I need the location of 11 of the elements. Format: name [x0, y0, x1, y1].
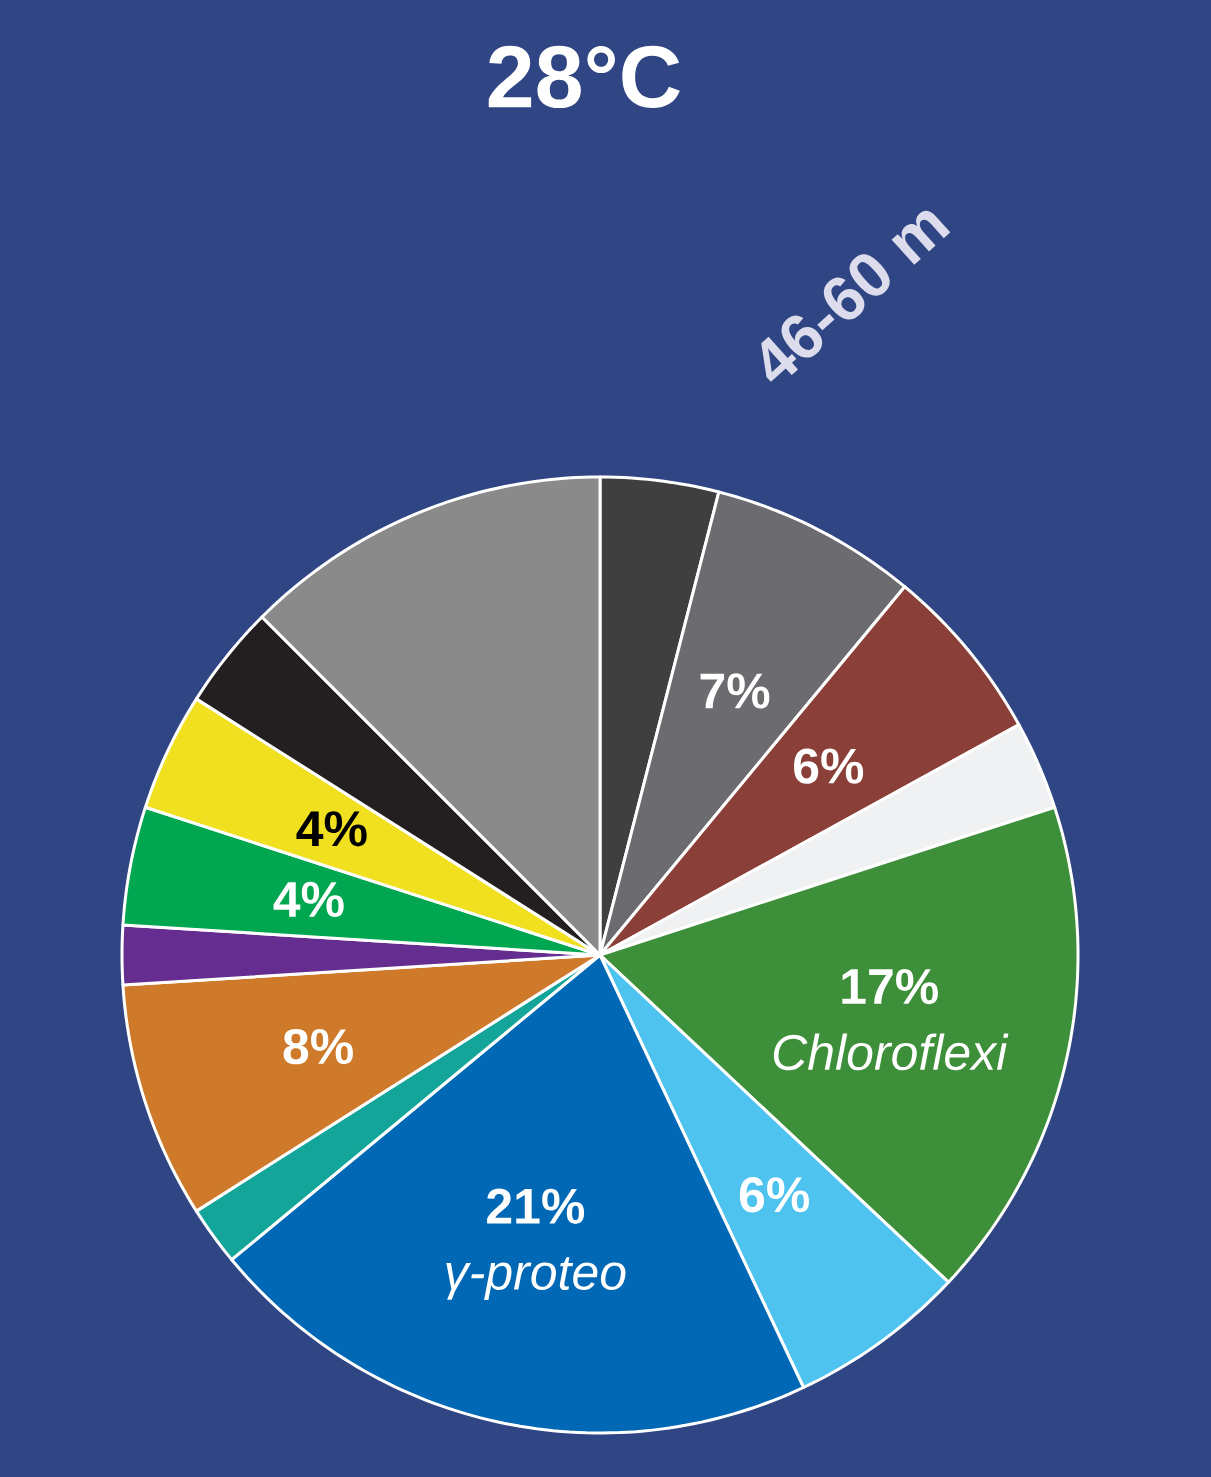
data-label: 4% [273, 881, 344, 918]
data-label: 6% [739, 1177, 809, 1213]
chart-title: 28°C [488, 45, 680, 109]
data-label: 7% [700, 673, 770, 709]
data-label: 4% [296, 811, 367, 847]
data-label: 8% [283, 1028, 353, 1065]
data-label: 17% [842, 968, 938, 1005]
slice-label: γ-proteo [446, 1257, 626, 1300]
slice-label: Chloroflexi [773, 1033, 1009, 1071]
data-label: 21% [487, 1188, 585, 1224]
data-label: 6% [794, 748, 864, 784]
